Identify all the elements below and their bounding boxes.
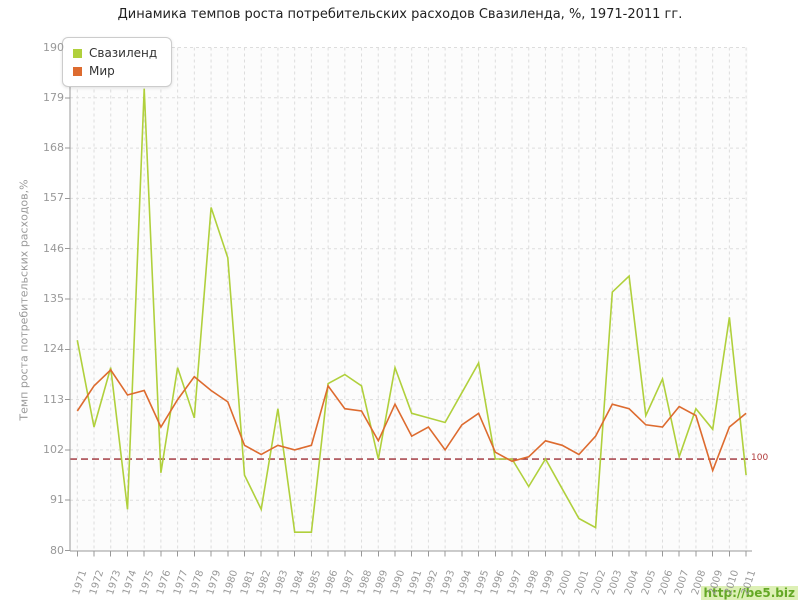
y-tick-label: 80: [50, 543, 64, 557]
y-tick-label: 168: [43, 141, 64, 155]
reference-line-label: 100: [751, 453, 769, 463]
chart-title: Динамика темпов роста потребительских ра…: [117, 7, 683, 22]
y-tick-label: 135: [43, 292, 64, 305]
y-tick-label: 124: [43, 342, 64, 356]
legend-swatch-world: [73, 66, 82, 76]
legend-swatch-swaziland: [73, 48, 82, 58]
y-tick-label: 91: [50, 493, 64, 507]
series-line-world: [76, 368, 747, 473]
legend: Свазиленд Мир: [62, 37, 173, 87]
legend-label-swaziland: Свазиленд: [89, 46, 158, 60]
y-tick-label: 102: [43, 442, 64, 456]
y-tick-label: 157: [43, 191, 64, 205]
series-line-swaziland: [76, 88, 747, 534]
legend-item-world: Мир: [73, 62, 157, 80]
legend-label-world: Мир: [89, 64, 115, 78]
legend-item-swaziland: Свазиленд: [73, 44, 157, 62]
y-tick-label: 190: [43, 40, 64, 54]
watermark-link[interactable]: http://be5.biz: [700, 586, 798, 600]
y-tick-label: 146: [43, 241, 64, 255]
y-tick-label: 179: [43, 90, 64, 104]
y-tick-label: 113: [43, 392, 64, 406]
